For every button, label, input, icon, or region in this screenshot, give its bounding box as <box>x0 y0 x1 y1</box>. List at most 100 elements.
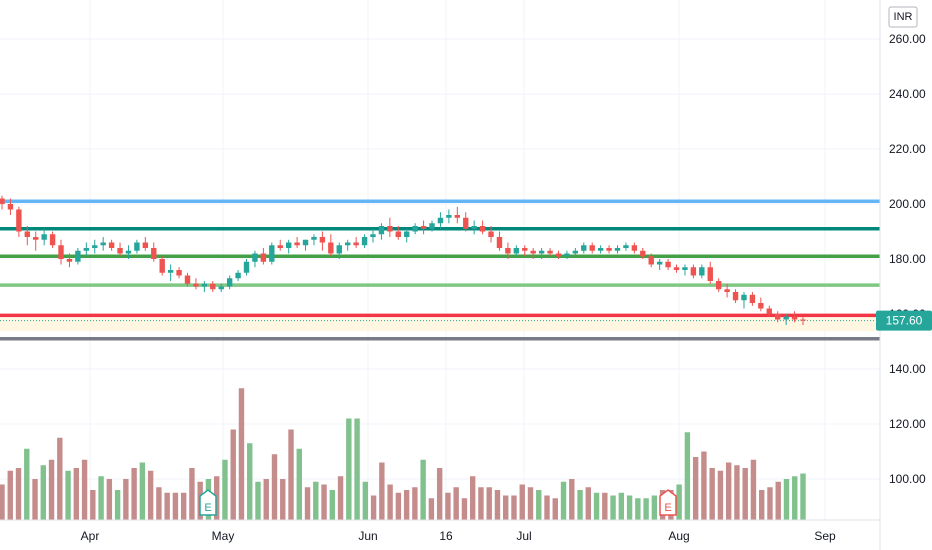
volume-bar <box>106 479 113 520</box>
volume-bar <box>40 465 46 520</box>
candle-body <box>7 204 14 210</box>
volume-bar <box>651 495 658 520</box>
volume-bar <box>321 484 327 520</box>
volume-bar <box>379 462 385 520</box>
candle-body <box>606 248 612 251</box>
candle-body <box>370 234 376 237</box>
volume-bar <box>783 479 790 520</box>
volume-bar <box>288 429 294 520</box>
candle-body <box>176 270 182 276</box>
earnings-marker-shape <box>199 489 217 516</box>
volume-bars <box>0 388 806 520</box>
candle-body <box>66 259 73 262</box>
candle-body <box>741 294 747 301</box>
candle-body <box>791 316 798 320</box>
candle-body <box>656 261 663 265</box>
volume-bar <box>684 432 691 520</box>
volume-bar <box>139 462 146 520</box>
volume-bar <box>593 492 600 520</box>
x-tick-label: 16 <box>439 529 453 543</box>
horizontal-levels <box>0 199 880 341</box>
candle-body <box>707 267 713 281</box>
candle-body <box>260 253 267 262</box>
candle-body <box>673 267 680 270</box>
candle-body <box>505 248 511 254</box>
candle-body <box>429 223 435 229</box>
candle-body <box>319 237 326 243</box>
volume-bar <box>131 468 137 520</box>
volume-bar <box>32 479 38 520</box>
volume-bar <box>114 490 121 520</box>
volume-bar <box>156 487 162 520</box>
candle-body <box>589 245 595 251</box>
volume-bar <box>775 481 781 520</box>
candle-body <box>167 270 174 273</box>
volume-bar <box>7 470 13 520</box>
candle-body <box>699 267 705 276</box>
volume-bar <box>238 388 245 520</box>
earnings-marker-label: E <box>664 502 671 514</box>
volume-bar <box>296 448 302 520</box>
candle-body <box>547 250 553 254</box>
candle-body <box>665 261 671 268</box>
candle-body <box>159 259 165 273</box>
candle-body <box>285 242 292 248</box>
y-tick-label: 180.00 <box>889 252 926 266</box>
candle-body <box>404 231 410 237</box>
currency-box <box>888 6 918 28</box>
volume-bar <box>626 495 633 520</box>
candle-body <box>631 245 638 251</box>
volume-bar <box>792 476 798 520</box>
volume-bar <box>453 487 459 520</box>
volume-bar <box>403 490 410 520</box>
y-tick-label: 120.00 <box>889 417 926 431</box>
candle-body <box>690 267 697 276</box>
y-tick-label: 200.00 <box>889 197 926 211</box>
volume-bar <box>48 459 55 520</box>
candle-body <box>108 242 115 248</box>
candle-body <box>463 217 469 229</box>
currency-label[interactable]: INR <box>894 11 913 23</box>
volume-bar <box>676 484 682 520</box>
volume-bar <box>478 487 484 520</box>
volume-bar <box>503 495 509 520</box>
volume-bar <box>569 479 575 520</box>
y-tick-label: 220.00 <box>889 142 926 156</box>
candle-body <box>328 242 334 254</box>
volume-bar <box>725 462 732 520</box>
earnings-marker-icon: E <box>659 489 677 516</box>
volume-bar <box>412 487 418 520</box>
volume-bar <box>255 481 261 520</box>
x-tick-label: Apr <box>81 529 100 543</box>
candle-body <box>252 253 258 262</box>
x-tick-label: Jul <box>516 529 531 543</box>
candle-body <box>564 253 570 257</box>
candle-body <box>125 250 132 254</box>
candle-body <box>226 278 233 287</box>
volume-bar <box>247 443 253 520</box>
candle-body <box>783 316 789 320</box>
volume-bar <box>635 498 641 520</box>
candle-body <box>0 198 5 204</box>
candle-body <box>530 250 536 254</box>
earnings-marker-shape <box>659 489 677 516</box>
volume-bar <box>469 476 476 520</box>
volume-bar <box>346 418 352 520</box>
volume-bar <box>263 479 269 520</box>
chart-grid <box>0 0 880 520</box>
candle-body <box>758 303 764 309</box>
volume-bar <box>445 492 451 520</box>
candle-body <box>597 248 604 251</box>
candle-body <box>92 245 98 248</box>
volume-bar <box>230 429 236 520</box>
candle-body <box>344 242 351 246</box>
volume-bar <box>610 495 616 520</box>
volume-bar <box>15 468 22 520</box>
candle-body <box>294 242 300 246</box>
candle-body <box>572 250 579 254</box>
volume-bar <box>709 468 715 520</box>
volume-bar <box>527 487 534 520</box>
candle-body <box>184 275 191 284</box>
candle-body <box>732 292 739 301</box>
volume-bar <box>81 459 88 520</box>
